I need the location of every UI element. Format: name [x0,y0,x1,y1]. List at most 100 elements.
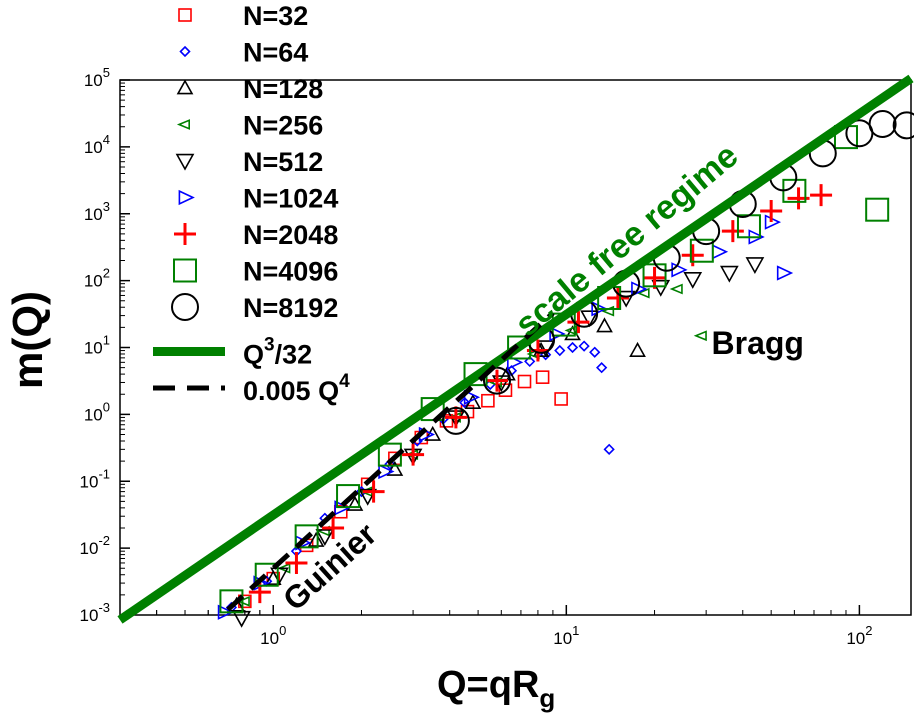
data-point [578,340,590,352]
data-point [386,460,404,476]
data-point [596,362,608,374]
data-point [892,111,914,140]
legend-marker [173,258,197,283]
legend-marker [176,79,194,95]
series-n-512 [232,257,765,628]
y-tick-label: 10-2 [80,533,110,558]
data-point [384,458,396,470]
data-point [554,344,566,357]
data-point [606,286,629,309]
data-point [776,265,794,281]
legend-label: N=64 [243,38,308,68]
legend-label: N=512 [243,147,323,177]
data-point [629,341,646,357]
legend-marker [178,8,192,22]
fit-line-q4 [226,311,555,612]
data-point [721,220,744,243]
data-point [358,488,378,506]
data-point [254,562,279,587]
data-point [524,355,536,368]
data-point [315,529,335,546]
legend-marker [171,293,199,321]
y-tick-label: 10-3 [80,600,110,625]
legend-marker [179,45,191,58]
data-point [566,341,579,354]
data-point [336,484,361,509]
data-point [362,480,385,503]
y-tick-label: 10-1 [80,466,110,491]
y-tick-label: 102 [84,266,110,291]
data-point [459,396,471,409]
data-point [603,443,615,455]
data-point [596,317,613,333]
legend-marker [174,223,196,245]
data-point [270,567,289,585]
data-point [567,311,590,334]
data-point [485,369,508,392]
data-point [549,326,566,342]
data-point [219,589,244,614]
y-tick-label: 105 [84,65,110,90]
axis-ticks: 100 101 102 10-3 10-2 10-1 100 101 102 103 104 105 [80,65,873,648]
data-point [760,199,783,222]
legend-label: Q3/32 [243,335,312,370]
x-tick-label: 101 [553,623,579,648]
data-point [868,109,897,138]
legend-marker [178,189,195,206]
x-tick-label: 102 [846,623,872,648]
legend-label: N=4096 [243,257,338,287]
data-point [683,272,703,289]
y-tick-label: 104 [84,132,110,157]
data-point [463,389,481,405]
data-point [217,604,235,620]
data-point [481,393,495,408]
legend-marker [175,153,195,171]
data-point [294,524,319,549]
data-point [745,257,765,275]
legend-marker [176,119,190,130]
y-tick-label: 103 [84,199,110,224]
data-point [554,392,568,406]
data-point [719,265,739,283]
data-point [535,370,550,384]
data-point [424,425,442,441]
data-point [564,325,578,336]
y-tick-label: 101 [84,333,110,358]
legend-label: N=128 [243,74,323,104]
data-point [517,374,532,389]
annotation-bragg: Bragg [712,325,804,361]
legend-label: N=256 [243,111,323,141]
legend-label: N=8192 [243,293,338,323]
data-point [236,595,250,607]
data-point [402,443,425,466]
data-point [232,610,251,628]
data-point [636,287,650,299]
data-point [669,283,683,295]
data-point [689,238,714,263]
data-point [307,531,325,547]
x-axis-label: Q=qRg [437,664,555,713]
data-point [580,310,599,328]
data-point [693,330,707,342]
data-point [285,551,308,574]
data-point [681,244,704,267]
data-point [441,406,470,435]
data-point [482,366,511,395]
series-n-256 [236,283,707,607]
legend-label: 0.005 Q4 [243,371,350,406]
legend: N=32 N=64 N=128 N=256 N=512 N=1024 N=2048 N=409… [153,1,350,406]
legend-label: N=32 [243,1,308,31]
legend-label: N=2048 [243,220,338,250]
data-point [711,244,729,260]
y-axis-label: m(Q) [4,291,51,389]
data-point [671,262,688,278]
legend-label: N=1024 [243,184,338,214]
data-point [322,516,345,539]
y-tick-label: 100 [84,399,110,424]
data-point [643,266,666,289]
data-point [444,406,467,429]
data-point [589,346,601,358]
data-point [810,184,833,207]
fit-lines [117,74,914,624]
